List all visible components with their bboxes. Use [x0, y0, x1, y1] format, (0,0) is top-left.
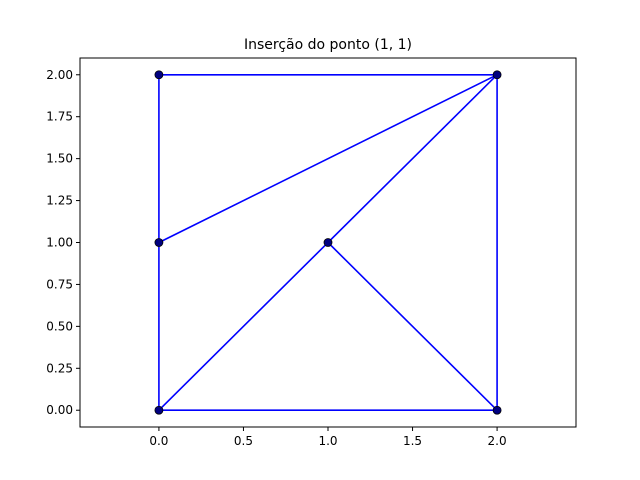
- chart-title: Inserção do ponto (1, 1): [244, 37, 412, 53]
- y-tick-label-3: 0.75: [46, 277, 73, 291]
- y-tick-label-6: 1.50: [46, 152, 73, 166]
- point-1: [492, 405, 502, 415]
- y-tick-label-2: 0.50: [46, 319, 73, 333]
- point-0: [154, 405, 164, 415]
- point-5: [323, 238, 333, 247]
- y-tick-label-7: 1.75: [46, 110, 73, 124]
- y-tick-label-8: 2.00: [46, 68, 73, 82]
- edge-5: [157, 73, 499, 244]
- y-tick-label-4: 1.00: [46, 236, 73, 250]
- points-layer: [154, 70, 502, 415]
- x-tick-label-0: 0.0: [149, 434, 168, 448]
- x-tick-label-1: 0.5: [234, 434, 253, 448]
- y-tick-label-1: 0.25: [46, 361, 73, 375]
- x-tick-label-4: 2.0: [488, 434, 507, 448]
- y-tick-label-5: 1.25: [46, 194, 73, 208]
- x-tick-label-2: 1.0: [318, 434, 337, 448]
- point-4: [154, 238, 164, 247]
- edge-6: [157, 241, 330, 412]
- point-3: [154, 70, 164, 80]
- point-2: [492, 70, 502, 80]
- edge-7: [326, 73, 499, 244]
- axes-layer: 0.0 0.5 1.0 1.5 2.0 0.00 0.25 0.50 0.75 1.00 1.25 1…: [46, 57, 577, 448]
- x-tick-label-3: 1.5: [403, 434, 422, 448]
- y-tick-label-0: 0.00: [46, 403, 73, 417]
- edge-8: [326, 241, 499, 412]
- edges-layer: [157, 73, 499, 412]
